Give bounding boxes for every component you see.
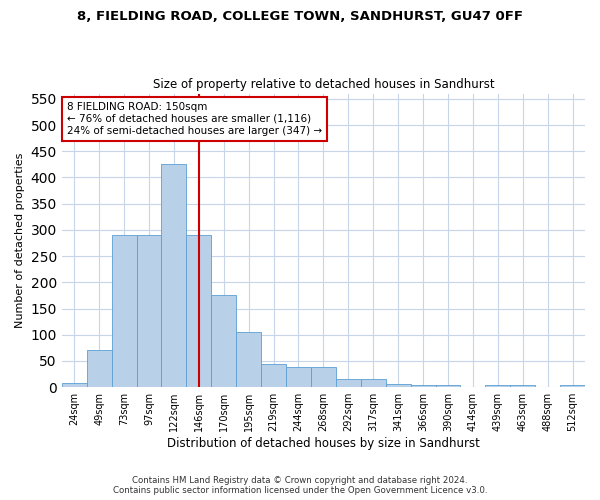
Bar — [236, 332, 261, 387]
Bar — [112, 234, 137, 387]
Text: Contains HM Land Registry data © Crown copyright and database right 2024.
Contai: Contains HM Land Registry data © Crown c… — [113, 476, 487, 495]
Bar — [485, 385, 510, 387]
Bar — [286, 368, 311, 387]
Bar — [187, 234, 211, 387]
Bar — [361, 379, 386, 387]
Bar — [336, 379, 361, 387]
Text: 8, FIELDING ROAD, COLLEGE TOWN, SANDHURST, GU47 0FF: 8, FIELDING ROAD, COLLEGE TOWN, SANDHURS… — [77, 10, 523, 23]
Bar — [560, 385, 585, 387]
Bar — [386, 384, 410, 387]
X-axis label: Distribution of detached houses by size in Sandhurst: Distribution of detached houses by size … — [167, 437, 480, 450]
Bar — [137, 234, 161, 387]
Bar — [62, 383, 87, 387]
Bar — [436, 385, 460, 387]
Bar — [510, 385, 535, 387]
Bar — [410, 385, 436, 387]
Text: 8 FIELDING ROAD: 150sqm
← 76% of detached houses are smaller (1,116)
24% of semi: 8 FIELDING ROAD: 150sqm ← 76% of detache… — [67, 102, 322, 136]
Y-axis label: Number of detached properties: Number of detached properties — [15, 152, 25, 328]
Bar — [87, 350, 112, 387]
Title: Size of property relative to detached houses in Sandhurst: Size of property relative to detached ho… — [152, 78, 494, 91]
Bar — [261, 364, 286, 387]
Bar — [311, 368, 336, 387]
Bar — [161, 164, 187, 387]
Bar — [211, 296, 236, 387]
